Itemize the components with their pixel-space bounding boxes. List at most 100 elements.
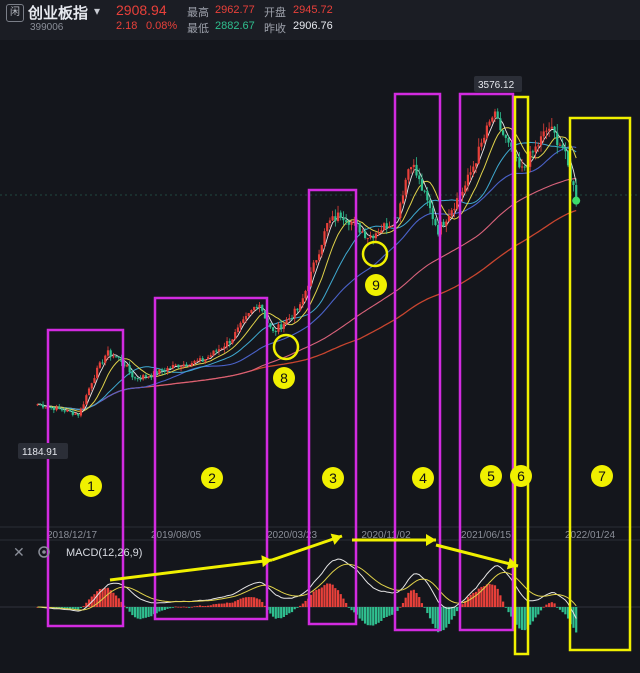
macd-bar	[412, 589, 415, 607]
candle-body	[109, 350, 112, 357]
candle-body	[204, 359, 207, 362]
candle-body	[320, 244, 323, 255]
candle-body	[301, 298, 304, 305]
macd-bar	[112, 592, 115, 607]
candle-body	[309, 271, 313, 286]
candle-body	[282, 323, 286, 329]
candle-body	[179, 366, 183, 368]
candle-body	[201, 358, 204, 362]
macd-bar	[234, 601, 237, 607]
candle-body	[228, 341, 231, 344]
macd-label: MACD(12,26,9)	[66, 547, 142, 559]
macd-bar	[274, 607, 277, 619]
candle-body	[182, 364, 185, 367]
macd-bar	[339, 594, 342, 607]
candle-body	[323, 231, 326, 245]
gear-icon[interactable]	[38, 546, 50, 558]
candle-body	[450, 210, 453, 216]
macd-bar	[426, 607, 429, 614]
candle-body	[242, 319, 245, 323]
candle-body	[529, 151, 532, 167]
macd-bar	[502, 601, 505, 607]
macd-bar	[87, 599, 91, 607]
macd-bar	[220, 603, 223, 607]
candle-body	[504, 134, 507, 138]
candle-body	[293, 308, 296, 319]
macd-bar	[147, 607, 150, 617]
candle-body	[274, 331, 277, 333]
candle-body	[161, 369, 164, 371]
candle-body	[366, 237, 369, 239]
macd-bar	[285, 607, 288, 616]
candle-body	[277, 324, 280, 332]
macd-bar	[315, 589, 318, 607]
candle-body	[350, 221, 353, 225]
annotation-box-4	[393, 92, 442, 632]
x-tick-label: 2020/03/23	[267, 530, 317, 541]
candle-body	[385, 223, 388, 229]
macd-bar	[253, 597, 256, 607]
index-code: 399006	[30, 22, 64, 33]
macd-bar	[483, 586, 486, 607]
close-icon[interactable]: ✕	[13, 545, 25, 561]
macd-bar	[374, 607, 378, 625]
index-name[interactable]: 创业板指	[28, 5, 89, 22]
candle-body	[466, 174, 470, 186]
candle-body	[431, 208, 434, 220]
annotation-arrow	[435, 543, 519, 568]
annotation-arrowhead	[426, 534, 436, 546]
candle-body	[144, 375, 147, 378]
candle-body	[212, 350, 215, 356]
ma-line-10	[37, 127, 577, 412]
macd-bar	[504, 607, 507, 608]
candle-body	[477, 146, 480, 164]
candle-body	[461, 191, 464, 196]
x-tick-label: 2021/06/15	[461, 530, 511, 541]
macd-bar	[477, 588, 480, 607]
open-value: 2945.72	[293, 4, 333, 16]
macd-bar	[96, 591, 99, 607]
macd-bar	[290, 607, 294, 613]
macd-bar	[485, 584, 488, 607]
macd-bar	[404, 597, 407, 607]
candle-body	[420, 179, 424, 191]
candle-body	[499, 118, 502, 131]
annotation-arrow	[109, 558, 273, 582]
candle-body	[125, 365, 129, 367]
macd-bar	[161, 607, 164, 611]
macd-bar	[331, 584, 334, 607]
candle-body	[142, 375, 145, 380]
candle-body	[299, 304, 302, 311]
candle-body	[255, 306, 258, 308]
candle-body	[539, 136, 543, 146]
candle-body	[115, 356, 118, 358]
candle-body	[285, 319, 288, 324]
macd-bar	[293, 607, 296, 610]
macd-bar	[539, 607, 543, 611]
change-percent: 0.08%	[146, 20, 178, 32]
macd-bar	[358, 607, 361, 619]
candle-body	[120, 357, 123, 362]
candle-body	[231, 339, 234, 344]
candle-body	[52, 407, 55, 411]
candle-body	[437, 224, 440, 235]
macd-bar	[104, 588, 107, 607]
macd-bar	[542, 606, 545, 608]
macd-bar	[548, 603, 551, 607]
candle-body	[401, 195, 405, 204]
macd-bar	[418, 597, 421, 607]
macd-bar	[136, 607, 139, 619]
candle-body	[188, 365, 191, 367]
macd-bar	[347, 607, 350, 608]
candle-body	[453, 208, 456, 211]
chevron-down-icon[interactable]: ▾	[94, 4, 101, 18]
macd-bar	[158, 607, 161, 612]
macd-bar	[420, 603, 424, 607]
candle-body	[548, 128, 551, 131]
macd-bar	[242, 597, 245, 607]
macd-bar	[561, 607, 564, 613]
annotation-box-7	[568, 116, 632, 652]
annotation-badge-2	[201, 467, 223, 489]
macd-bar	[388, 607, 391, 616]
candle-body	[545, 130, 548, 132]
